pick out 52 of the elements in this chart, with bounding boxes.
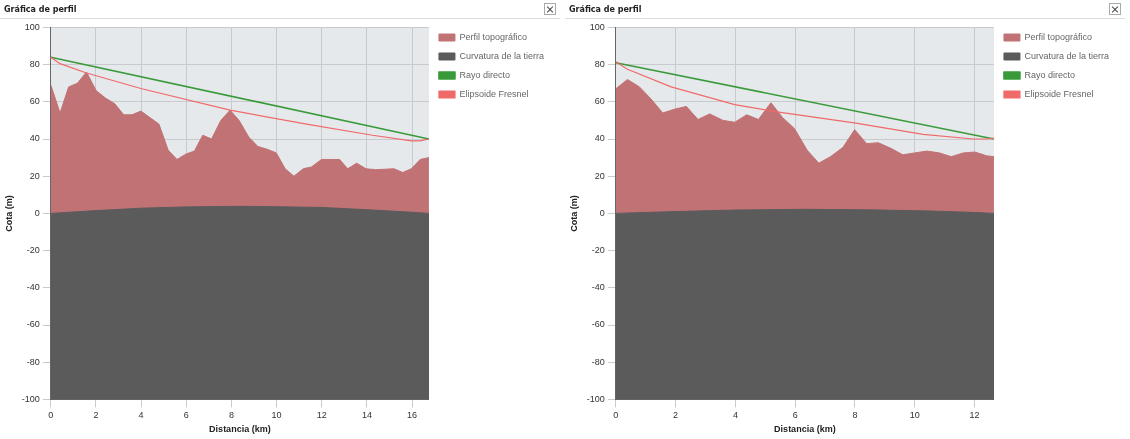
- x-tick-label: 14: [361, 410, 372, 421]
- y-axis-title: Cota (m): [3, 195, 14, 232]
- y-tick-label: -60: [591, 319, 605, 330]
- x-tick-label: 12: [969, 410, 980, 421]
- x-tick-label: 4: [138, 410, 144, 421]
- y-tick-label: -40: [26, 282, 40, 293]
- y-tick-label: 20: [29, 170, 40, 181]
- x-tick-label: 6: [792, 410, 798, 421]
- legend-label: Rayo directo: [1024, 69, 1075, 80]
- legend-label: Curvatura de la tierra: [459, 50, 545, 61]
- y-tick-label: 40: [29, 133, 40, 144]
- legend-label: Rayo directo: [459, 69, 510, 80]
- y-tick-label: 80: [594, 59, 605, 70]
- y-tick-label: 0: [599, 207, 605, 218]
- y-axis-title: Cota (m): [568, 195, 579, 232]
- x-tick-label: 10: [271, 410, 282, 421]
- y-tick-label: 100: [24, 21, 40, 32]
- x-tick-label: 0: [613, 410, 619, 421]
- y-tick-label: -20: [26, 245, 40, 256]
- chart-title: Gráfica de perfil: [4, 4, 77, 14]
- y-tick-label: -100: [586, 393, 605, 404]
- legend-label: Curvatura de la tierra: [1024, 50, 1110, 61]
- y-tick-label: -80: [26, 356, 40, 367]
- y-tick-label: 100: [589, 21, 605, 32]
- y-tick-label: -80: [591, 356, 605, 367]
- y-tick-label: 20: [594, 170, 605, 181]
- y-tick-label: -20: [591, 245, 605, 256]
- y-tick-label: 40: [594, 133, 605, 144]
- x-tick-label: 0: [48, 410, 54, 421]
- x-tick-label: 2: [673, 410, 679, 421]
- x-axis-title: Distancia (km): [209, 424, 271, 435]
- x-tick-label: 16: [407, 410, 418, 421]
- x-axis-title: Distancia (km): [774, 424, 836, 435]
- x-tick-label: 6: [183, 410, 189, 421]
- x-tick-label: 4: [732, 410, 738, 421]
- y-tick-label: 0: [34, 207, 40, 218]
- x-tick-label: 12: [316, 410, 327, 421]
- x-tick-label: 8: [852, 410, 858, 421]
- y-tick-label: 60: [594, 96, 605, 107]
- legend-label: Perfil topográfico: [1024, 31, 1093, 42]
- x-tick-label: 10: [909, 410, 920, 421]
- x-tick-label: 2: [93, 410, 99, 421]
- y-tick-label: 80: [29, 59, 40, 70]
- chart-title: Gráfica de perfil: [569, 4, 642, 14]
- legend-label: Elipsoide Fresnel: [1024, 88, 1094, 99]
- legend-label: Elipsoide Fresnel: [459, 88, 529, 99]
- x-tick-label: 8: [228, 410, 234, 421]
- y-tick-label: -100: [21, 393, 40, 404]
- y-tick-label: -40: [591, 282, 605, 293]
- y-tick-label: -60: [26, 319, 40, 330]
- y-tick-label: 60: [29, 96, 40, 107]
- legend-label: Perfil topográfico: [459, 31, 528, 42]
